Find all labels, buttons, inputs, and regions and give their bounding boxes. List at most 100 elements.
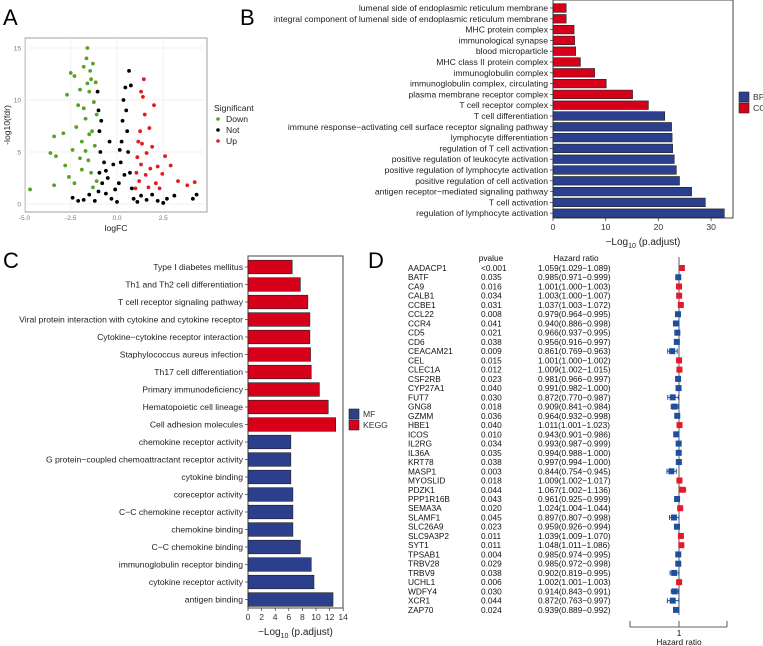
- point-not: [76, 198, 81, 203]
- point-down: [28, 187, 32, 192]
- point-not: [96, 189, 101, 194]
- x-axis-title: Hazard ratio: [656, 637, 702, 646]
- point-up: [141, 94, 145, 99]
- bar: [552, 14, 567, 24]
- category-label: MHC class II protein complex: [436, 57, 548, 67]
- gene-name: PPP1R16B: [408, 494, 450, 504]
- point-not: [100, 181, 105, 186]
- hr-marker: [675, 385, 682, 392]
- y-axis-title: -log10(fdr): [2, 105, 12, 145]
- point-not: [104, 168, 108, 173]
- point-up: [139, 162, 143, 167]
- point-not: [144, 197, 149, 202]
- point-not: [121, 98, 126, 102]
- point-up: [139, 89, 143, 94]
- pvalue: 0.043: [481, 494, 502, 504]
- point-not: [111, 162, 116, 167]
- legend-label: CC: [753, 103, 763, 113]
- point-down: [91, 100, 96, 104]
- x-tick-label: 0.0: [112, 215, 121, 222]
- gene-name: CALB1: [408, 291, 435, 301]
- hazard-ratio-text: 1.009(1.002−1.017): [538, 476, 611, 486]
- x-axis-title: −Log10 (p.adjust): [258, 627, 333, 640]
- hazard-ratio-text: 1.067(1.002−1.136): [538, 485, 611, 495]
- point-down: [79, 139, 84, 144]
- pvalue: 0.020: [481, 503, 502, 513]
- point-not: [129, 186, 134, 191]
- legend-marker-not: [216, 128, 220, 132]
- point-not: [70, 195, 75, 200]
- hr-marker: [675, 449, 682, 456]
- point-up: [133, 186, 138, 191]
- point-up: [140, 141, 144, 146]
- x-tick-label: 10: [311, 612, 321, 622]
- gene-name: CD6: [408, 337, 425, 347]
- x-axis-title: −Log10 (p.adjust): [606, 237, 681, 250]
- gene-name: BATF: [408, 272, 429, 282]
- pvalue: 0.009: [481, 346, 502, 356]
- hazard-ratio-text: 1.009(1.002−1.015): [538, 365, 611, 375]
- category-label: integral component of lumenal side of en…: [274, 14, 548, 24]
- category-label: regulation of lymphocyte activation: [416, 208, 548, 218]
- point-down: [83, 149, 88, 153]
- gene-name: CLEC1A: [408, 365, 441, 375]
- x-tick-label: 30: [706, 222, 716, 232]
- hazard-ratio-text: 0.939(0.889−0.992): [538, 605, 611, 615]
- bar: [247, 539, 301, 555]
- bar: [247, 504, 294, 520]
- point-not: [128, 83, 133, 88]
- hazard-ratio-text: 0.979(0.964−0.995): [538, 309, 611, 319]
- x-tick-label: 6: [286, 612, 291, 622]
- point-down: [89, 170, 93, 175]
- category-label: immunological synapse: [459, 35, 549, 45]
- pvalue: 0.044: [481, 596, 502, 606]
- gene-name: IL36A: [408, 448, 430, 458]
- point-up: [176, 179, 180, 184]
- bar: [247, 294, 309, 310]
- point-down: [91, 61, 95, 66]
- bar: [552, 154, 675, 164]
- legend-label: MF: [363, 409, 375, 419]
- bar: [247, 312, 311, 327]
- x-tick-label: -5.0: [19, 215, 31, 222]
- hr-marker: [676, 366, 683, 373]
- hazard-ratio-text: 0.985(0.972−0.998): [538, 559, 611, 569]
- y-tick-label: 10: [14, 98, 22, 105]
- point-not: [155, 198, 160, 203]
- hazard-ratio-text: 1.048(1.011−1.086): [538, 540, 610, 550]
- bar: [552, 68, 595, 78]
- pvalue: 0.012: [481, 365, 502, 375]
- category-label: chemokine receptor activity: [139, 437, 244, 447]
- legend-swatch-mf: [348, 408, 360, 420]
- category-label: positive regulation of cell activation: [415, 176, 548, 186]
- pvalue: 0.035: [481, 272, 502, 282]
- bar: [552, 187, 692, 197]
- y-tick-label: 15: [14, 46, 22, 53]
- point-not: [116, 181, 121, 186]
- hr-marker: [673, 320, 680, 327]
- category-label: Th17 cell differentiation: [154, 367, 243, 377]
- gene-name: MYOSLID: [408, 476, 445, 486]
- category-label: G protein−coupled chemoattractant recept…: [46, 455, 244, 465]
- point-not: [128, 170, 132, 175]
- category-label: immunoglobulin complex, circulating: [410, 79, 548, 89]
- legend-title: Significant: [214, 103, 254, 113]
- gene-name: KRT78: [408, 457, 434, 467]
- point-not: [122, 172, 127, 177]
- bar: [247, 259, 293, 275]
- point-up: [157, 186, 162, 191]
- bar: [247, 364, 312, 380]
- point-up: [185, 183, 190, 188]
- point-not: [120, 118, 125, 123]
- hr-marker: [676, 283, 683, 290]
- point-down: [85, 46, 90, 50]
- bar: [552, 3, 567, 13]
- pvalue: 0.029: [481, 559, 502, 569]
- point-up: [142, 112, 147, 117]
- hazard-ratio-text: 0.897(0.807−0.998): [538, 512, 611, 522]
- point-not: [126, 150, 130, 154]
- bar: [552, 24, 575, 35]
- bar: [552, 176, 680, 186]
- hr-marker: [676, 579, 683, 586]
- x-tick-label: 0: [246, 612, 251, 622]
